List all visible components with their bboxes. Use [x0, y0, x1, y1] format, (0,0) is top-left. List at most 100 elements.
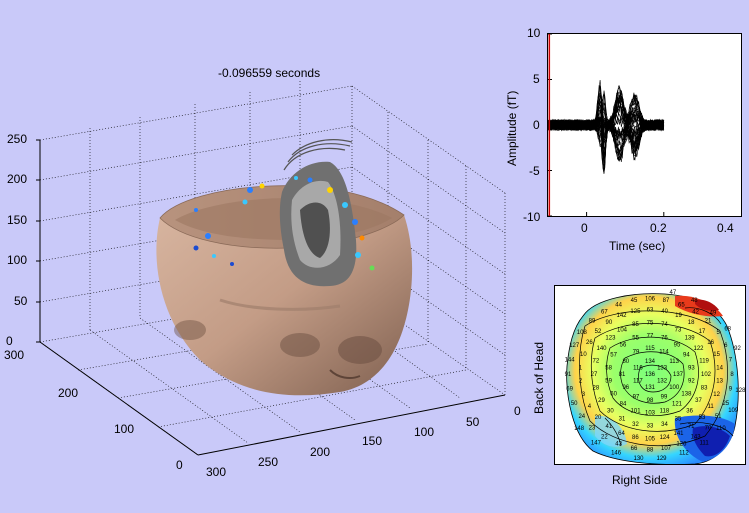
z-tick: 0: [6, 334, 13, 348]
sensor-label: 33: [647, 424, 654, 430]
box-edges: [39, 140, 506, 456]
sensor-label: 86: [632, 435, 639, 441]
sensor-label: 117: [633, 378, 643, 384]
sensor-label: 98: [647, 398, 654, 404]
y-tick: -10: [523, 210, 541, 224]
sensor-label: 73: [675, 327, 682, 333]
sensor-label: 109: [728, 408, 739, 414]
sensor-label: 91: [565, 372, 572, 378]
depth-tick: 300: [4, 348, 25, 362]
sensor-label: 95: [674, 342, 681, 348]
sensor-label: 53: [699, 415, 706, 421]
sensor-label: 45: [631, 298, 638, 304]
sensor-label: 32: [632, 422, 639, 428]
y-tick: -5: [529, 164, 540, 178]
sensor-label: 129: [656, 456, 667, 462]
sensor-label: 96: [622, 385, 629, 391]
sensor-label: 134: [645, 359, 656, 365]
sensor-label: 14: [716, 365, 723, 371]
sensor-label: 67: [601, 309, 608, 315]
sensor-label: 1: [579, 365, 583, 371]
sensor-label: 125: [630, 309, 641, 315]
topo-contours: [579, 307, 734, 447]
sensor-label: 122: [693, 346, 704, 352]
sensor-label: 116: [633, 366, 643, 372]
sensor-label: 107: [661, 446, 672, 452]
sensor-trace: [548, 117, 665, 161]
sensor-label: 108: [577, 330, 588, 336]
sensor-label: 142: [616, 313, 627, 319]
sensor-label: 12: [713, 392, 720, 398]
sensor-label: 144: [565, 357, 576, 363]
bottom-tick: 200: [310, 445, 331, 459]
topography-x-label: Right Side: [612, 473, 668, 487]
sensor-label: 68: [724, 327, 731, 333]
sensor-label: 121: [672, 402, 683, 408]
sensor-label: 80: [622, 359, 629, 365]
sensor-label: 26: [586, 340, 593, 346]
sensor-label: 66: [631, 446, 638, 452]
activation-blobs: [193, 176, 375, 271]
sensor-label: 20: [595, 415, 602, 421]
y-tick: 0: [533, 118, 540, 132]
sensor-label: 49: [710, 310, 717, 316]
sensor-label: 104: [617, 327, 628, 333]
y-axis-label: Amplitude (fT): [505, 90, 519, 166]
z-tick: 100: [7, 253, 28, 267]
sensor-label: 30: [607, 408, 614, 414]
depth-tick: 100: [114, 422, 135, 436]
sensor-label: 13: [716, 379, 723, 385]
sensor-label: 94: [683, 353, 690, 359]
bottom-tick: 50: [466, 415, 480, 429]
sensor-label: 4: [588, 404, 592, 410]
bottom-tick: 250: [258, 455, 279, 469]
sensor-label: 47: [670, 290, 677, 296]
sensor-label: 75: [647, 321, 654, 327]
topography-svg: 1361341331321311171161151141131371009998…: [565, 290, 745, 464]
sensor-label: 18: [688, 320, 695, 326]
sensor-label: 11: [707, 404, 714, 410]
sensor-label: 43: [615, 442, 622, 448]
x-tick: 0.2: [650, 221, 667, 235]
sensor-label: 21: [705, 319, 712, 325]
sensor-label: 15: [713, 352, 720, 358]
sensor-label: 79: [633, 350, 640, 356]
sensor-label: 42: [692, 309, 699, 315]
sensor-label: 17: [699, 329, 706, 335]
sensor-label: 2: [579, 379, 583, 385]
sensor-label: 130: [633, 456, 644, 462]
x-axis-label: Time (sec): [609, 239, 666, 253]
topography-y-label: Back of Head: [532, 341, 546, 414]
sensor-label: 137: [673, 372, 684, 378]
sensor-label: 10: [580, 352, 587, 358]
sensor-label: 7: [729, 357, 733, 363]
sensor-label: 124: [660, 435, 671, 441]
sensor-label: 71: [688, 424, 695, 430]
sensor-label: 115: [645, 346, 655, 352]
sensor-label: 84: [620, 402, 627, 408]
bottom-tick: 0: [514, 404, 521, 418]
sensor-label: 105: [645, 436, 656, 442]
sensor-label: 28: [593, 385, 600, 391]
sensor-trace: [548, 101, 664, 160]
sensor-label: 34: [661, 422, 668, 428]
sensor-label: 19: [675, 313, 682, 319]
sensor-label: 65: [678, 302, 685, 308]
sensor-label: 133: [657, 366, 668, 372]
sensor-label: 99: [661, 394, 668, 400]
bottom-tick: 100: [414, 425, 435, 439]
waveform-svg: [548, 34, 665, 216]
sensor-label: 48: [691, 298, 698, 304]
sensor-label: 56: [620, 342, 627, 348]
sensor-label: 8: [730, 372, 734, 378]
sensor-label: 37: [695, 398, 702, 404]
sensor-label: 143: [691, 435, 702, 441]
sensor-label: 102: [701, 372, 712, 378]
sensor-label: 27: [591, 372, 598, 378]
sensor-label: 140: [596, 346, 607, 352]
bottom-tick: 300: [206, 465, 227, 479]
sensor-label: 114: [659, 350, 669, 356]
z-tick: 200: [7, 172, 28, 186]
sensor-label: 24: [578, 414, 585, 420]
sensor-label: 81: [619, 372, 626, 378]
